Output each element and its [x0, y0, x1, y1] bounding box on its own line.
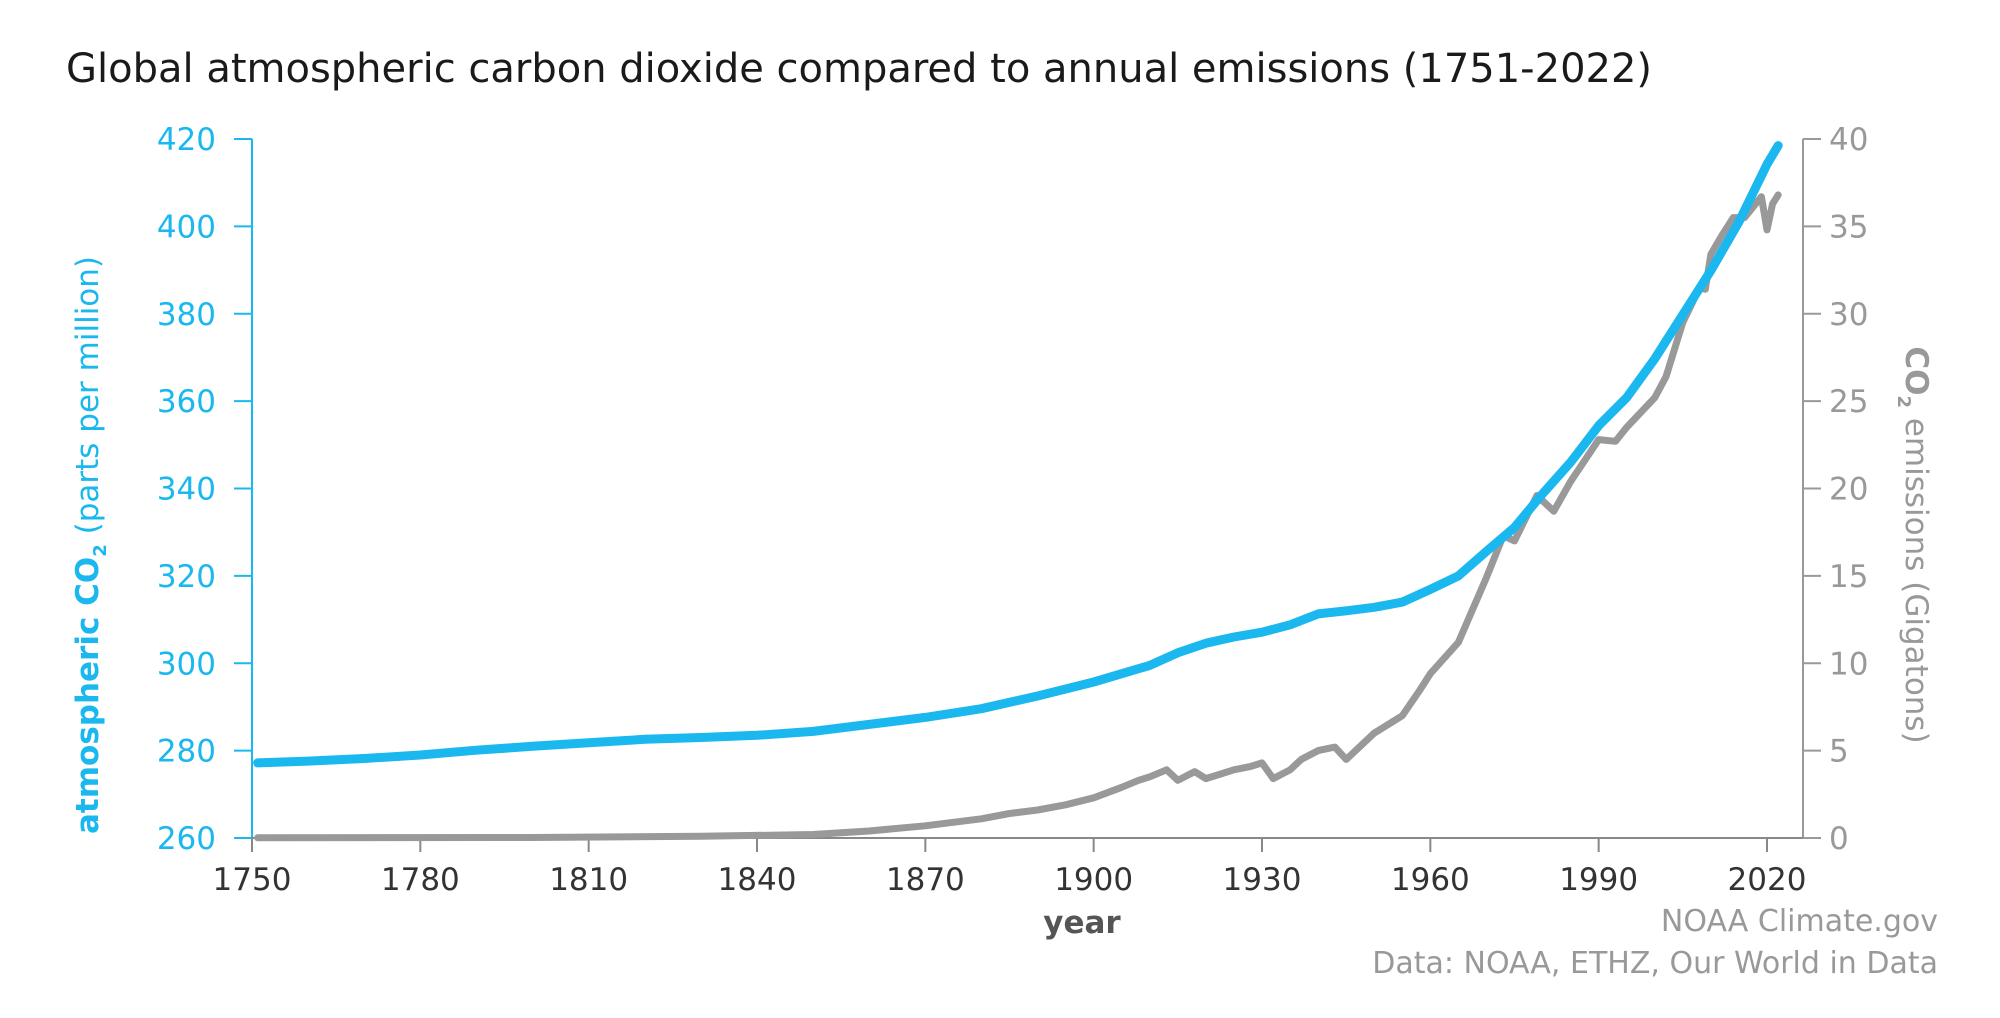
right-axis-tick-label: 35: [1829, 209, 1868, 245]
x-axis-tick-label: 1990: [1559, 862, 1638, 898]
x-axis-tick-label: 1750: [213, 862, 292, 898]
credit-line: NOAA Climate.gov: [1660, 904, 1938, 939]
x-axis-tick-label: 2020: [1728, 862, 1807, 898]
co2-emissions-line: [254, 191, 1782, 842]
right-axis-tick-label: 0: [1829, 821, 1849, 857]
x-axis-tick-label: 1930: [1223, 862, 1302, 898]
right-axis-tick-label: 40: [1829, 122, 1868, 158]
left-axis-tick-label: 320: [157, 559, 216, 595]
x-axis-tick-label: 1900: [1054, 862, 1133, 898]
x-axis-tick-label: 1870: [886, 862, 965, 898]
right-axis-tick-label: 15: [1829, 559, 1868, 595]
chart-title: Global atmospheric carbon dioxide compar…: [66, 46, 1653, 92]
right-axis-tick-label: 25: [1829, 384, 1868, 420]
right-axis-tick-label: 20: [1829, 472, 1868, 508]
right-axis-tick-label: 30: [1829, 297, 1868, 333]
x-axis-tick-label: 1840: [718, 862, 797, 898]
data-source-line: Data: NOAA, ETHZ, Our World in Data: [1372, 946, 1938, 981]
left-axis-tick-label: 360: [157, 384, 216, 420]
axes: 260 280 300 320 340 360 380 400 420 0 5 10 15 20 25 30 3…: [157, 122, 1869, 898]
x-axis-tick-label: 1960: [1391, 862, 1470, 898]
axis-labels: atmospheric CO2 (parts per million) CO2 …: [70, 256, 1934, 941]
left-axis-tick-label: 260: [157, 821, 216, 857]
left-axis-tick-label: 380: [157, 297, 216, 333]
left-axis-tick-label: 280: [157, 734, 216, 770]
left-axis-tick-label: 400: [157, 209, 216, 245]
x-axis-label: year: [1043, 905, 1121, 941]
series-layer: [253, 141, 1783, 842]
x-axis-tick-label: 1780: [381, 862, 460, 898]
left-axis-label: atmospheric CO2 (parts per million): [70, 256, 111, 834]
right-axis-tick-label: 5: [1829, 734, 1849, 770]
left-axis-tick-label: 340: [157, 472, 216, 508]
left-axis-tick-label: 420: [157, 122, 216, 158]
x-axis-tick-label: 1810: [549, 862, 628, 898]
left-axis-tick-label: 300: [157, 646, 216, 682]
right-axis-label: CO2 emissions (Gigatons): [1893, 346, 1934, 743]
co2-concentration-line: [253, 141, 1783, 768]
right-axis-tick-label: 10: [1829, 646, 1868, 682]
